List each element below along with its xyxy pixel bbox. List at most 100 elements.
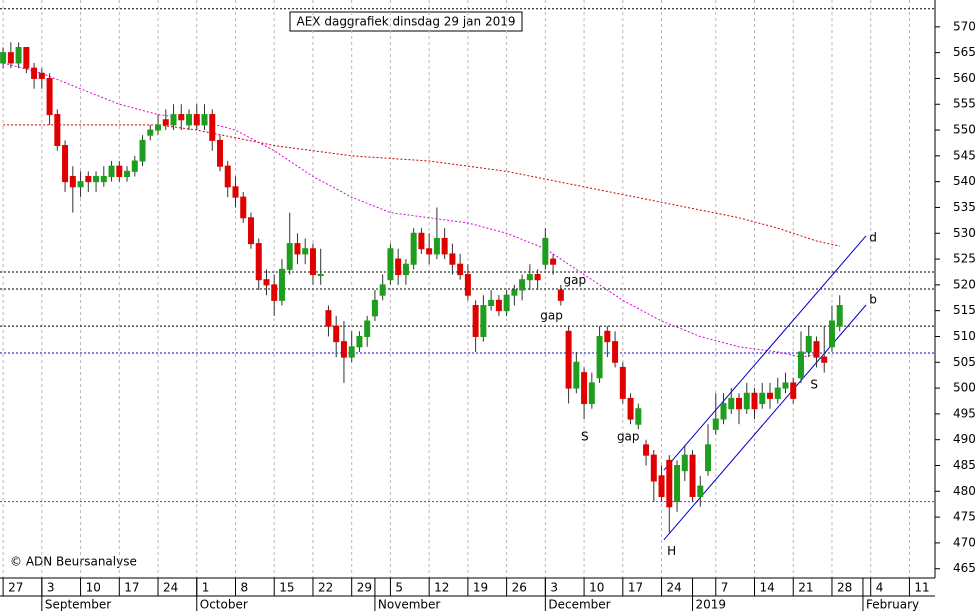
candle-body — [62, 145, 69, 183]
candle-body — [294, 243, 301, 255]
candle-body — [774, 387, 781, 399]
y-tick-label: 515 — [953, 303, 976, 317]
x-tick-label: 21 — [798, 581, 813, 595]
x-tick-label: 24 — [667, 581, 682, 595]
annotation: d — [869, 230, 877, 244]
candle-body — [464, 274, 471, 296]
candle-body — [31, 67, 38, 79]
candle-body — [488, 299, 495, 307]
candle-body — [410, 232, 417, 265]
y-tick-label: 550 — [953, 123, 976, 137]
y-tick-label: 545 — [953, 148, 976, 162]
candle-body — [38, 72, 45, 79]
candle-body — [364, 320, 371, 337]
x-tick-label: 1 — [202, 581, 210, 595]
candle-body — [116, 165, 123, 177]
candle-body — [309, 248, 316, 276]
candle-body — [534, 274, 541, 281]
y-tick-label: 495 — [953, 406, 976, 420]
moving-average — [2, 62, 817, 358]
x-tick-label: 12 — [434, 581, 449, 595]
candle-body — [93, 175, 100, 183]
candle-body — [224, 165, 231, 188]
candle-body — [217, 139, 223, 167]
candle-body — [550, 258, 557, 265]
candle-body — [271, 284, 278, 301]
annotation: gap — [540, 308, 563, 322]
y-tick-label: 490 — [953, 432, 976, 446]
x-tick-label: 3 — [550, 581, 558, 595]
candle-body — [782, 382, 789, 389]
candle-body — [348, 346, 355, 358]
candle-body — [302, 248, 309, 255]
candle-body — [317, 274, 324, 277]
candle-body — [162, 119, 169, 126]
candle-body — [193, 114, 200, 126]
y-tick-label: 520 — [953, 277, 976, 291]
candle-body — [278, 268, 285, 301]
candle-body — [201, 114, 208, 126]
x-tick-label: 7 — [721, 581, 729, 595]
candle-body — [790, 382, 797, 399]
y-tick-label: 465 — [953, 561, 976, 575]
candle-body — [828, 320, 835, 348]
candle-body — [511, 289, 518, 296]
title-box — [289, 11, 523, 32]
candle-body — [604, 330, 611, 343]
candle-body — [139, 139, 146, 162]
candle-body — [69, 175, 76, 188]
candle-body — [457, 263, 464, 276]
y-tick-label: 530 — [953, 226, 976, 240]
candle-body — [705, 444, 712, 472]
month-label: December — [548, 598, 610, 611]
candle-body — [581, 372, 588, 405]
copyright: © ADN Beursanalyse — [10, 555, 137, 569]
y-tick-label: 540 — [953, 174, 976, 188]
y-tick-label: 535 — [953, 200, 976, 214]
annotation: gap — [563, 273, 586, 287]
x-tick-label: 10 — [589, 581, 604, 595]
candle-body — [565, 330, 572, 389]
candle-body — [286, 243, 293, 270]
candle-body — [480, 305, 487, 337]
candle-body — [395, 258, 402, 276]
candle-body — [681, 454, 688, 472]
candle-body — [23, 46, 30, 69]
y-tick-label: 480 — [953, 484, 976, 498]
x-tick-label: 24 — [163, 581, 178, 595]
candle-body — [209, 114, 216, 141]
x-tick-label: 29 — [357, 581, 372, 595]
candle-body — [588, 382, 595, 405]
y-tick-label: 500 — [953, 381, 976, 395]
y-tick-label: 475 — [953, 510, 976, 524]
candle-body — [54, 114, 61, 147]
candle-body — [743, 392, 750, 410]
y-tick-label: 525 — [953, 252, 976, 266]
candle-body — [650, 454, 657, 482]
y-tick-label: 570 — [953, 19, 976, 33]
x-tick-label: 26 — [512, 581, 527, 595]
candle-body — [379, 284, 386, 296]
candle-body — [170, 114, 177, 126]
candle-body — [77, 181, 84, 188]
candle-body — [759, 392, 766, 405]
candle-body — [635, 408, 642, 425]
candle-body — [387, 248, 394, 281]
y-tick-label: 505 — [953, 355, 976, 369]
candle-body — [557, 289, 564, 301]
candle-body — [100, 175, 107, 183]
x-tick-label: 17 — [124, 581, 139, 595]
candle-body — [0, 52, 7, 64]
chart-title: AEX daggrafiek dinsdag 29 jan 2019 — [297, 15, 516, 29]
x-tick-label: 10 — [86, 581, 101, 595]
x-tick-label: 3 — [47, 581, 55, 595]
candle-body — [627, 397, 634, 420]
candle-body — [596, 335, 603, 379]
x-tick-label: 11 — [914, 581, 929, 595]
candle-body — [712, 418, 719, 430]
candle-body — [805, 335, 812, 353]
candle-body — [697, 485, 704, 497]
month-label: September — [45, 598, 111, 611]
candle-body — [503, 294, 510, 312]
